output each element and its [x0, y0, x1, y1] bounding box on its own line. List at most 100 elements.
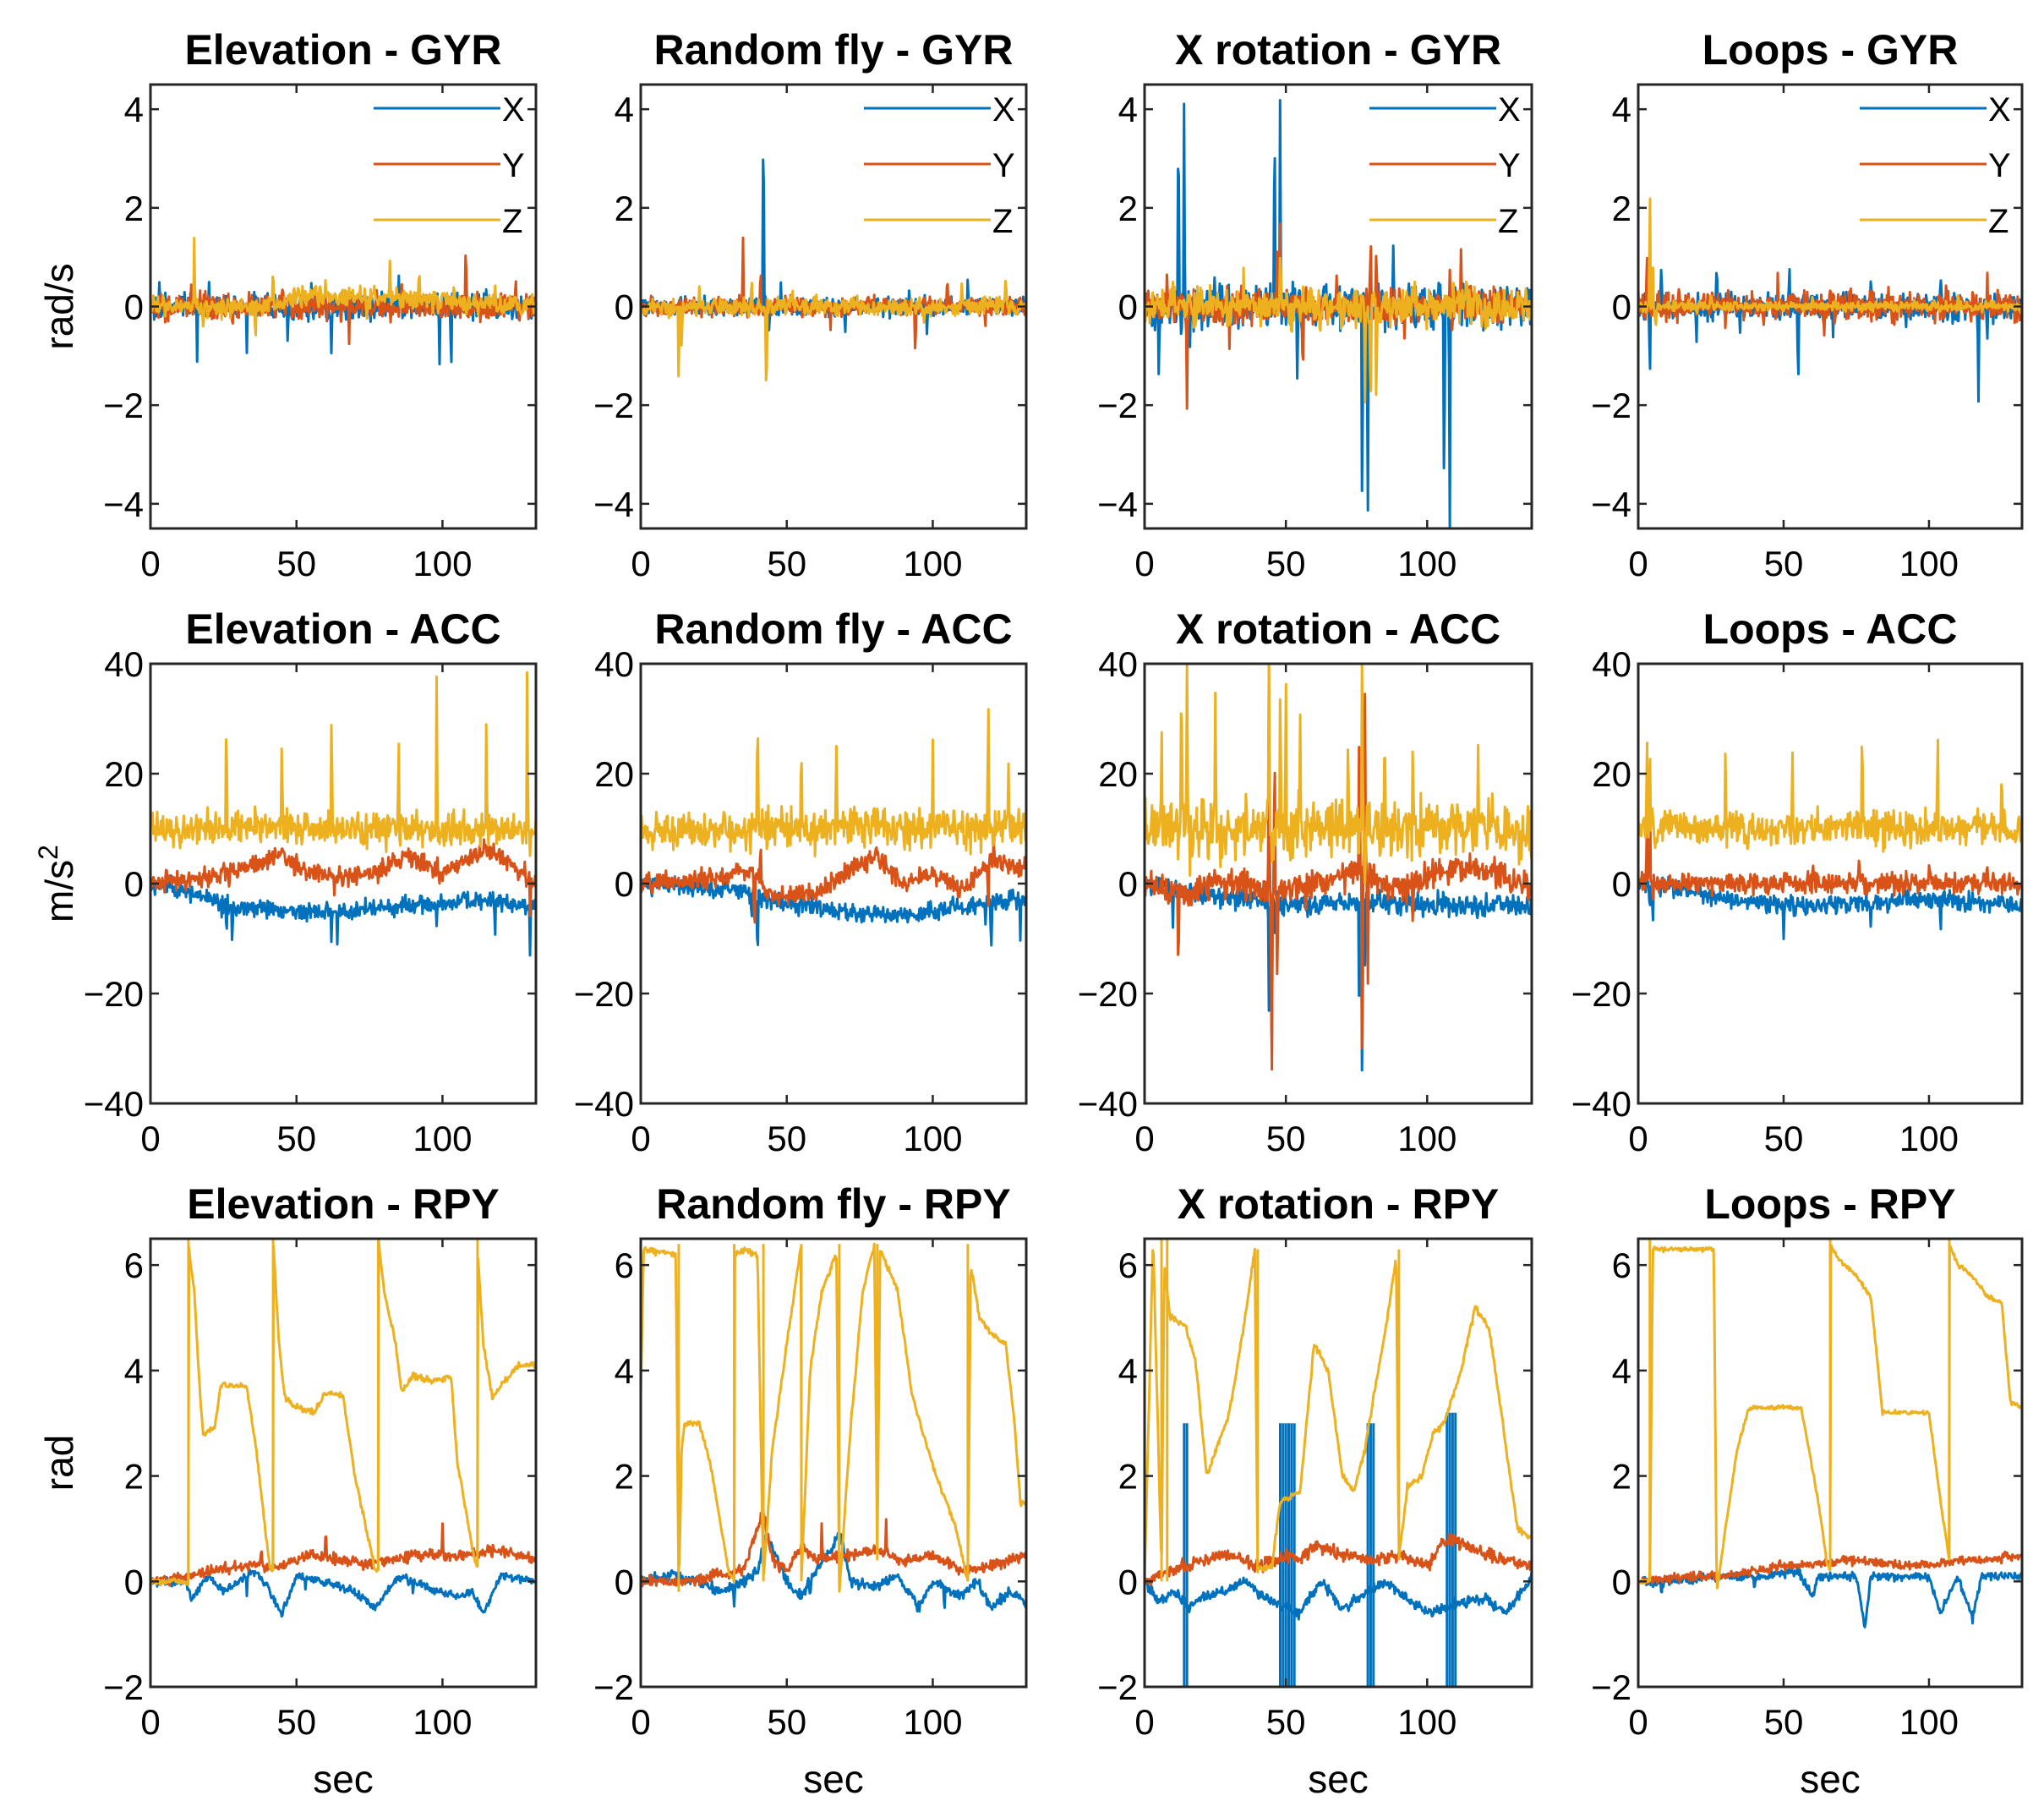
legend-label-z: Z [992, 203, 1013, 240]
x-tick-label: 0 [140, 1702, 160, 1742]
y-tick-label: 40 [1098, 644, 1138, 684]
x-tick-label: 50 [767, 1119, 806, 1158]
y-tick-label: 4 [1118, 90, 1138, 129]
x-axis-label: sec [313, 1757, 374, 1801]
y-tick-label: 20 [1592, 754, 1631, 794]
y-tick-label: 2 [124, 1457, 144, 1497]
x-tick-label: 100 [1899, 1119, 1959, 1158]
subplot-title: Loops - ACC [1703, 605, 1958, 653]
series-group [1638, 197, 2022, 403]
y-tick-label: −4 [1097, 484, 1138, 524]
series-group [150, 671, 536, 957]
legend-label-z: Z [1988, 203, 2008, 240]
subplot-title: Loops - GYR [1702, 26, 1959, 74]
y-tick-label: 6 [615, 1245, 634, 1285]
series-line-x [641, 1531, 1026, 1613]
legend-label-y: Y [992, 147, 1015, 184]
y-tick-label: 4 [1612, 90, 1631, 129]
x-tick-label: 100 [413, 1119, 472, 1158]
y-tick-label: −2 [1591, 386, 1631, 425]
y-tick-label: 0 [124, 287, 144, 327]
x-tick-label: 100 [1899, 544, 1959, 583]
x-tick-label: 100 [903, 544, 962, 583]
series-line-y [1145, 1532, 1532, 1585]
legend: XYZ [864, 91, 1015, 240]
legend: XYZ [1369, 91, 1521, 240]
x-tick-label: 0 [140, 1119, 160, 1158]
y-tick-label: −2 [103, 1667, 144, 1707]
x-tick-label: 100 [1397, 544, 1456, 583]
legend-label-x: X [1498, 91, 1521, 129]
series-line-z [1145, 256, 1532, 404]
series-group [641, 158, 1026, 382]
subplot-random-fly-gyr: −4 −2 0 2 4 0 50 100 Random fly - GYR XYZ [593, 26, 1028, 583]
legend-label-y: Y [1988, 147, 2011, 184]
y-tick-label: 2 [1612, 1457, 1631, 1497]
axes-box [639, 1237, 1028, 1689]
legend-label-y: Y [502, 147, 525, 184]
series-line-z [641, 1242, 1026, 1593]
y-tick-label: 0 [1612, 287, 1631, 327]
legend: XYZ [374, 91, 525, 240]
series-line-z [1638, 738, 2022, 853]
series-line-x [1638, 873, 2022, 940]
y-tick-label: −20 [1571, 974, 1631, 1014]
y-tick-label: 4 [615, 1351, 634, 1391]
x-axis-label: sec [1800, 1757, 1861, 1801]
y-tick-label: 0 [615, 1562, 634, 1601]
x-tick-label: 0 [631, 544, 650, 583]
x-tick-label: 100 [413, 544, 472, 583]
y-tick-label: 0 [1118, 287, 1138, 327]
subplot-title: Random fly - RPY [656, 1180, 1010, 1228]
y-tick-label: 4 [124, 1351, 144, 1391]
y-tick-label: 40 [1592, 644, 1631, 684]
series-group [641, 708, 1026, 947]
series-group [1145, 664, 1532, 1072]
y-tick-label: 2 [615, 1457, 634, 1497]
y-tick-label: 0 [1118, 1562, 1138, 1601]
axes-box [1637, 1237, 2024, 1689]
legend-label-z: Z [502, 203, 522, 240]
axes-box [1143, 1237, 1533, 1689]
subplot-random-fly-acc: −40 −20 0 20 40 0 50 100 Random fly - ACC [574, 605, 1028, 1158]
series-line-y [150, 1522, 536, 1587]
subplot-title: X rotation - GYR [1175, 26, 1501, 74]
x-tick-label: 50 [276, 544, 316, 583]
subplot-x-rotation-acc: −40 −20 0 20 40 0 50 100 X rotation - ACC [1078, 605, 1533, 1158]
y-tick-label: 0 [1118, 864, 1138, 904]
y-tick-label: 4 [1612, 1351, 1631, 1391]
x-tick-label: 0 [631, 1702, 650, 1742]
y-tick-label: 6 [124, 1245, 144, 1285]
y-tick-label: 0 [1612, 864, 1631, 904]
subplot-loops-acc: −40 −20 0 20 40 0 50 100 Loops - ACC [1571, 605, 2024, 1158]
legend-label-x: X [992, 91, 1015, 129]
series-group [641, 1242, 1026, 1613]
y-tick-label: 4 [124, 90, 144, 129]
y-tick-label: −20 [1078, 974, 1138, 1014]
x-tick-label: 100 [903, 1119, 962, 1158]
x-tick-label: 0 [1628, 1702, 1648, 1742]
x-tick-label: 100 [1397, 1119, 1456, 1158]
y-tick-label: 2 [1612, 189, 1631, 228]
x-tick-label: 50 [1764, 1119, 1804, 1158]
x-tick-label: 0 [631, 1119, 650, 1158]
series-line-x [150, 874, 536, 957]
x-tick-label: 50 [767, 1702, 806, 1742]
y-tick-label: 2 [124, 189, 144, 228]
x-tick-label: 50 [767, 544, 806, 583]
x-tick-label: 0 [1134, 1702, 1154, 1742]
y-tick-label: −4 [1591, 484, 1631, 524]
subplot-elevation-acc: −40 −20 0 20 40 0 50 100 Elevation - ACC m/s2 [33, 605, 538, 1158]
y-tick-label: −2 [103, 386, 144, 425]
y-tick-label: 0 [615, 864, 634, 904]
legend-label-x: X [502, 91, 525, 129]
y-tick-label: −20 [84, 974, 144, 1014]
subplot-x-rotation-gyr: −4 −2 0 2 4 0 50 100 X rotation - GYR XYZ [1097, 26, 1533, 583]
subplot-loops-gyr: −4 −2 0 2 4 0 50 100 Loops - GYR XYZ [1591, 26, 2024, 583]
y-tick-label: 0 [124, 864, 144, 904]
